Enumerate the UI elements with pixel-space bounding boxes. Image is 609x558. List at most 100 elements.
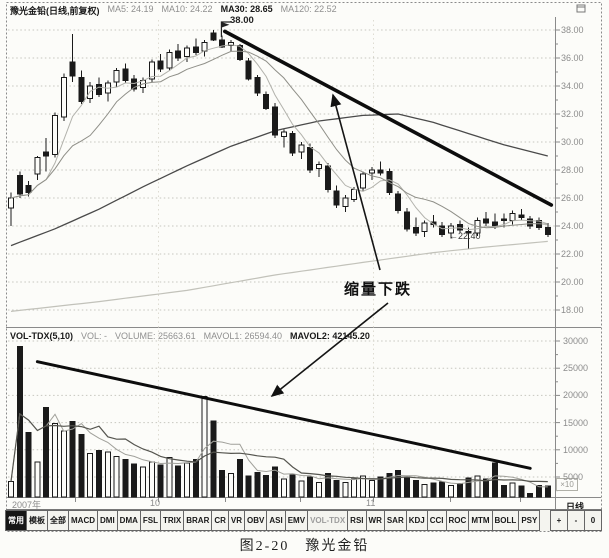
volume-bar — [465, 477, 472, 498]
mavol1-line — [10, 413, 548, 488]
volume-bars-layer — [8, 345, 551, 498]
price-tick-label: 38.00 — [561, 25, 584, 35]
indicator-button-kdj[interactable]: KDJ — [405, 510, 428, 531]
candle-body — [430, 221, 437, 226]
volume-bar — [536, 485, 542, 498]
volume-bar — [456, 483, 463, 498]
candle-body — [289, 133, 296, 154]
zoom-in-button[interactable]: + — [550, 510, 568, 531]
candle-body — [192, 46, 199, 53]
volume-bar — [157, 464, 164, 498]
candle-body — [236, 44, 243, 60]
volume-bar — [448, 485, 454, 498]
candle-body — [166, 51, 173, 69]
candle-body — [492, 221, 498, 227]
candle-body — [518, 214, 525, 219]
volume-bar — [483, 478, 490, 498]
time-axis-label: 10 — [150, 498, 161, 508]
candle-body — [439, 225, 446, 235]
candle-body — [316, 163, 322, 170]
volume-tick-label: 25000 — [563, 363, 589, 374]
volume-bar — [395, 470, 402, 498]
toolbar-tab-常用[interactable]: 常用 — [5, 510, 27, 531]
candlestick-layer — [8, 30, 551, 249]
indicator-button-rsi[interactable]: RSI — [347, 510, 367, 531]
price-tick-label: 26.00 — [561, 193, 584, 203]
volume-bar — [351, 478, 358, 498]
window-restore-icon[interactable] — [576, 4, 586, 13]
volume-bar — [316, 481, 322, 498]
volume-bar — [69, 421, 76, 498]
indicator-button-cr[interactable]: CR — [211, 510, 229, 531]
candle-body — [219, 39, 226, 48]
candle-body — [78, 77, 85, 102]
month-guides — [75, 20, 521, 502]
indicator-button-boll[interactable]: BOLL — [491, 510, 520, 531]
volume-bar — [386, 473, 393, 498]
volume-value: VOLUME: 25663.61 — [115, 331, 196, 341]
indicator-button-cci[interactable]: CCI — [426, 510, 447, 531]
indicator-button-dma[interactable]: DMA — [116, 510, 141, 531]
candle-body — [333, 190, 340, 206]
volume-bar — [43, 406, 50, 498]
volume-bar — [184, 462, 190, 498]
indicator-button-vol-tdx[interactable]: VOL-TDX — [307, 510, 349, 531]
volume-trendline — [35, 360, 532, 470]
indicator-button-vr[interactable]: VR — [227, 510, 246, 531]
volume-bar — [404, 476, 410, 498]
indicator-button-roc[interactable]: ROC — [445, 510, 470, 531]
volume-bar — [527, 492, 534, 498]
volume-bar — [377, 476, 384, 498]
volume-bar — [175, 465, 182, 498]
candle-body — [8, 197, 14, 209]
candle-body — [16, 175, 23, 195]
volume-bar — [342, 481, 349, 498]
price-tick-label: 36.00 — [561, 53, 584, 63]
ma10-value: MA10: 24.22 — [161, 4, 213, 14]
zoom-out-button[interactable]: - — [567, 510, 585, 531]
price-trendline — [223, 29, 554, 207]
volume-bar — [25, 431, 32, 498]
annotation-text: 缩量下跌 — [344, 281, 413, 298]
indicator-button-asi[interactable]: ASI — [266, 510, 286, 531]
indicator-button-wr[interactable]: WR — [365, 510, 385, 531]
volume-bar — [219, 470, 226, 498]
candle-body — [87, 85, 94, 100]
candle-body — [351, 189, 358, 200]
time-axis-label: 2007年 — [12, 500, 42, 510]
price-tick-label: 22.00 — [561, 249, 584, 259]
ma10-line — [10, 50, 548, 229]
indicator-button-fsl[interactable]: FSL — [139, 510, 161, 531]
volume-bar — [360, 475, 366, 498]
toolbar-tab-全部[interactable]: 全部 — [47, 510, 69, 531]
indicator-button-trix[interactable]: TRIX — [160, 510, 185, 531]
indicator-button-emv[interactable]: EMV — [284, 510, 309, 531]
candle-body — [210, 32, 217, 41]
volume-bar — [289, 474, 296, 498]
candle-body — [298, 144, 305, 153]
ma5-value: MA5: 24.19 — [107, 4, 154, 14]
candle-body — [113, 70, 120, 83]
volume-bar — [412, 479, 419, 498]
volume-tick-label: 20000 — [563, 390, 589, 401]
ma5-line — [10, 44, 548, 231]
indicator-button-dmi[interactable]: DMI — [97, 510, 118, 531]
indicator-button-sar[interactable]: SAR — [383, 510, 407, 531]
indicator-button-psy[interactable]: PSY — [518, 510, 541, 531]
candle-body — [360, 173, 366, 189]
toolbar-tab-模板[interactable]: 模板 — [26, 510, 48, 531]
mavol2-line — [10, 412, 548, 483]
candle-body — [483, 218, 490, 224]
indicator-button-mtm[interactable]: MTM — [468, 510, 493, 531]
candle-body — [386, 170, 393, 193]
volume-tick-label: 30000 — [563, 336, 589, 346]
indicator-button-brar[interactable]: BRAR — [183, 510, 213, 531]
candle-body — [52, 114, 58, 156]
candle-body — [500, 218, 507, 221]
indicator-button-obv[interactable]: OBV — [244, 510, 268, 531]
period-selector-label[interactable]: 日线 — [566, 502, 585, 512]
zoom-reset-button[interactable]: 0 — [584, 510, 602, 531]
indicator-button-macd[interactable]: MACD — [68, 510, 98, 531]
volume-bar — [16, 345, 23, 498]
